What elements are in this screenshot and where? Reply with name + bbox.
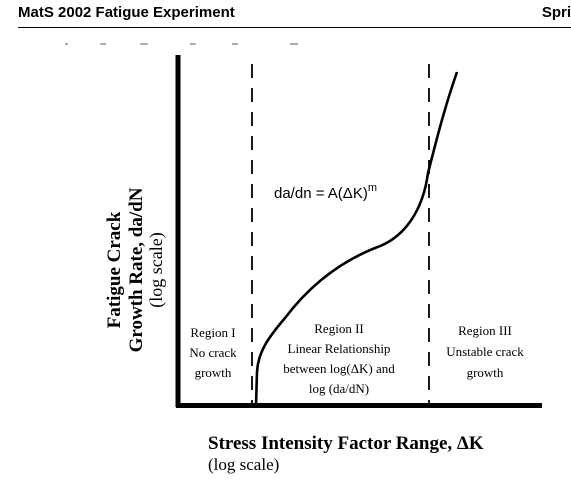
xlabel-line1: Stress Intensity Factor Range, ΔK — [208, 433, 484, 454]
region-2-line3: between log(ΔK) and — [283, 361, 395, 376]
region-2-label: Region II Linear Relationship between lo… — [283, 321, 395, 396]
page-header: MatS 2002 Fatigue Experiment Spri — [18, 4, 571, 28]
equation: da/dn = A(ΔK)m — [274, 182, 377, 202]
header-right-text: Spri — [541, 4, 571, 21]
region-3-line3: growth — [467, 365, 504, 380]
region-1-line1: Region I — [190, 325, 235, 340]
ylabel-line2: Growth Rate, da/dN — [126, 187, 147, 352]
region-3-label: Region III Unstable crack growth — [446, 323, 524, 380]
region-3-line1: Region III — [458, 323, 512, 338]
ylabel-line1: Fatigue Crack — [104, 211, 125, 328]
ylabel-line3: (log scale) — [146, 232, 167, 307]
region-2-line1: Region II — [314, 321, 363, 336]
region-1-label: Region I No crack growth — [189, 325, 237, 380]
region-1-line2: No crack — [189, 345, 237, 360]
header-title: MatS 2002 Fatigue Experiment — [18, 4, 235, 21]
region-1-line3: growth — [195, 365, 232, 380]
y-axis-label: Fatigue Crack Growth Rate, da/dN (log sc… — [104, 187, 167, 352]
region-2-line2: Linear Relationship — [288, 341, 391, 356]
equation-exponent: m — [368, 182, 377, 194]
equation-base: da/dn = A(ΔK) — [274, 185, 368, 202]
region-2-line4: log (da/dN) — [309, 381, 369, 396]
crack-growth-curve — [254, 71, 459, 407]
region-3-line2: Unstable crack — [446, 344, 524, 359]
xlabel-line2: (log scale) — [208, 455, 279, 474]
